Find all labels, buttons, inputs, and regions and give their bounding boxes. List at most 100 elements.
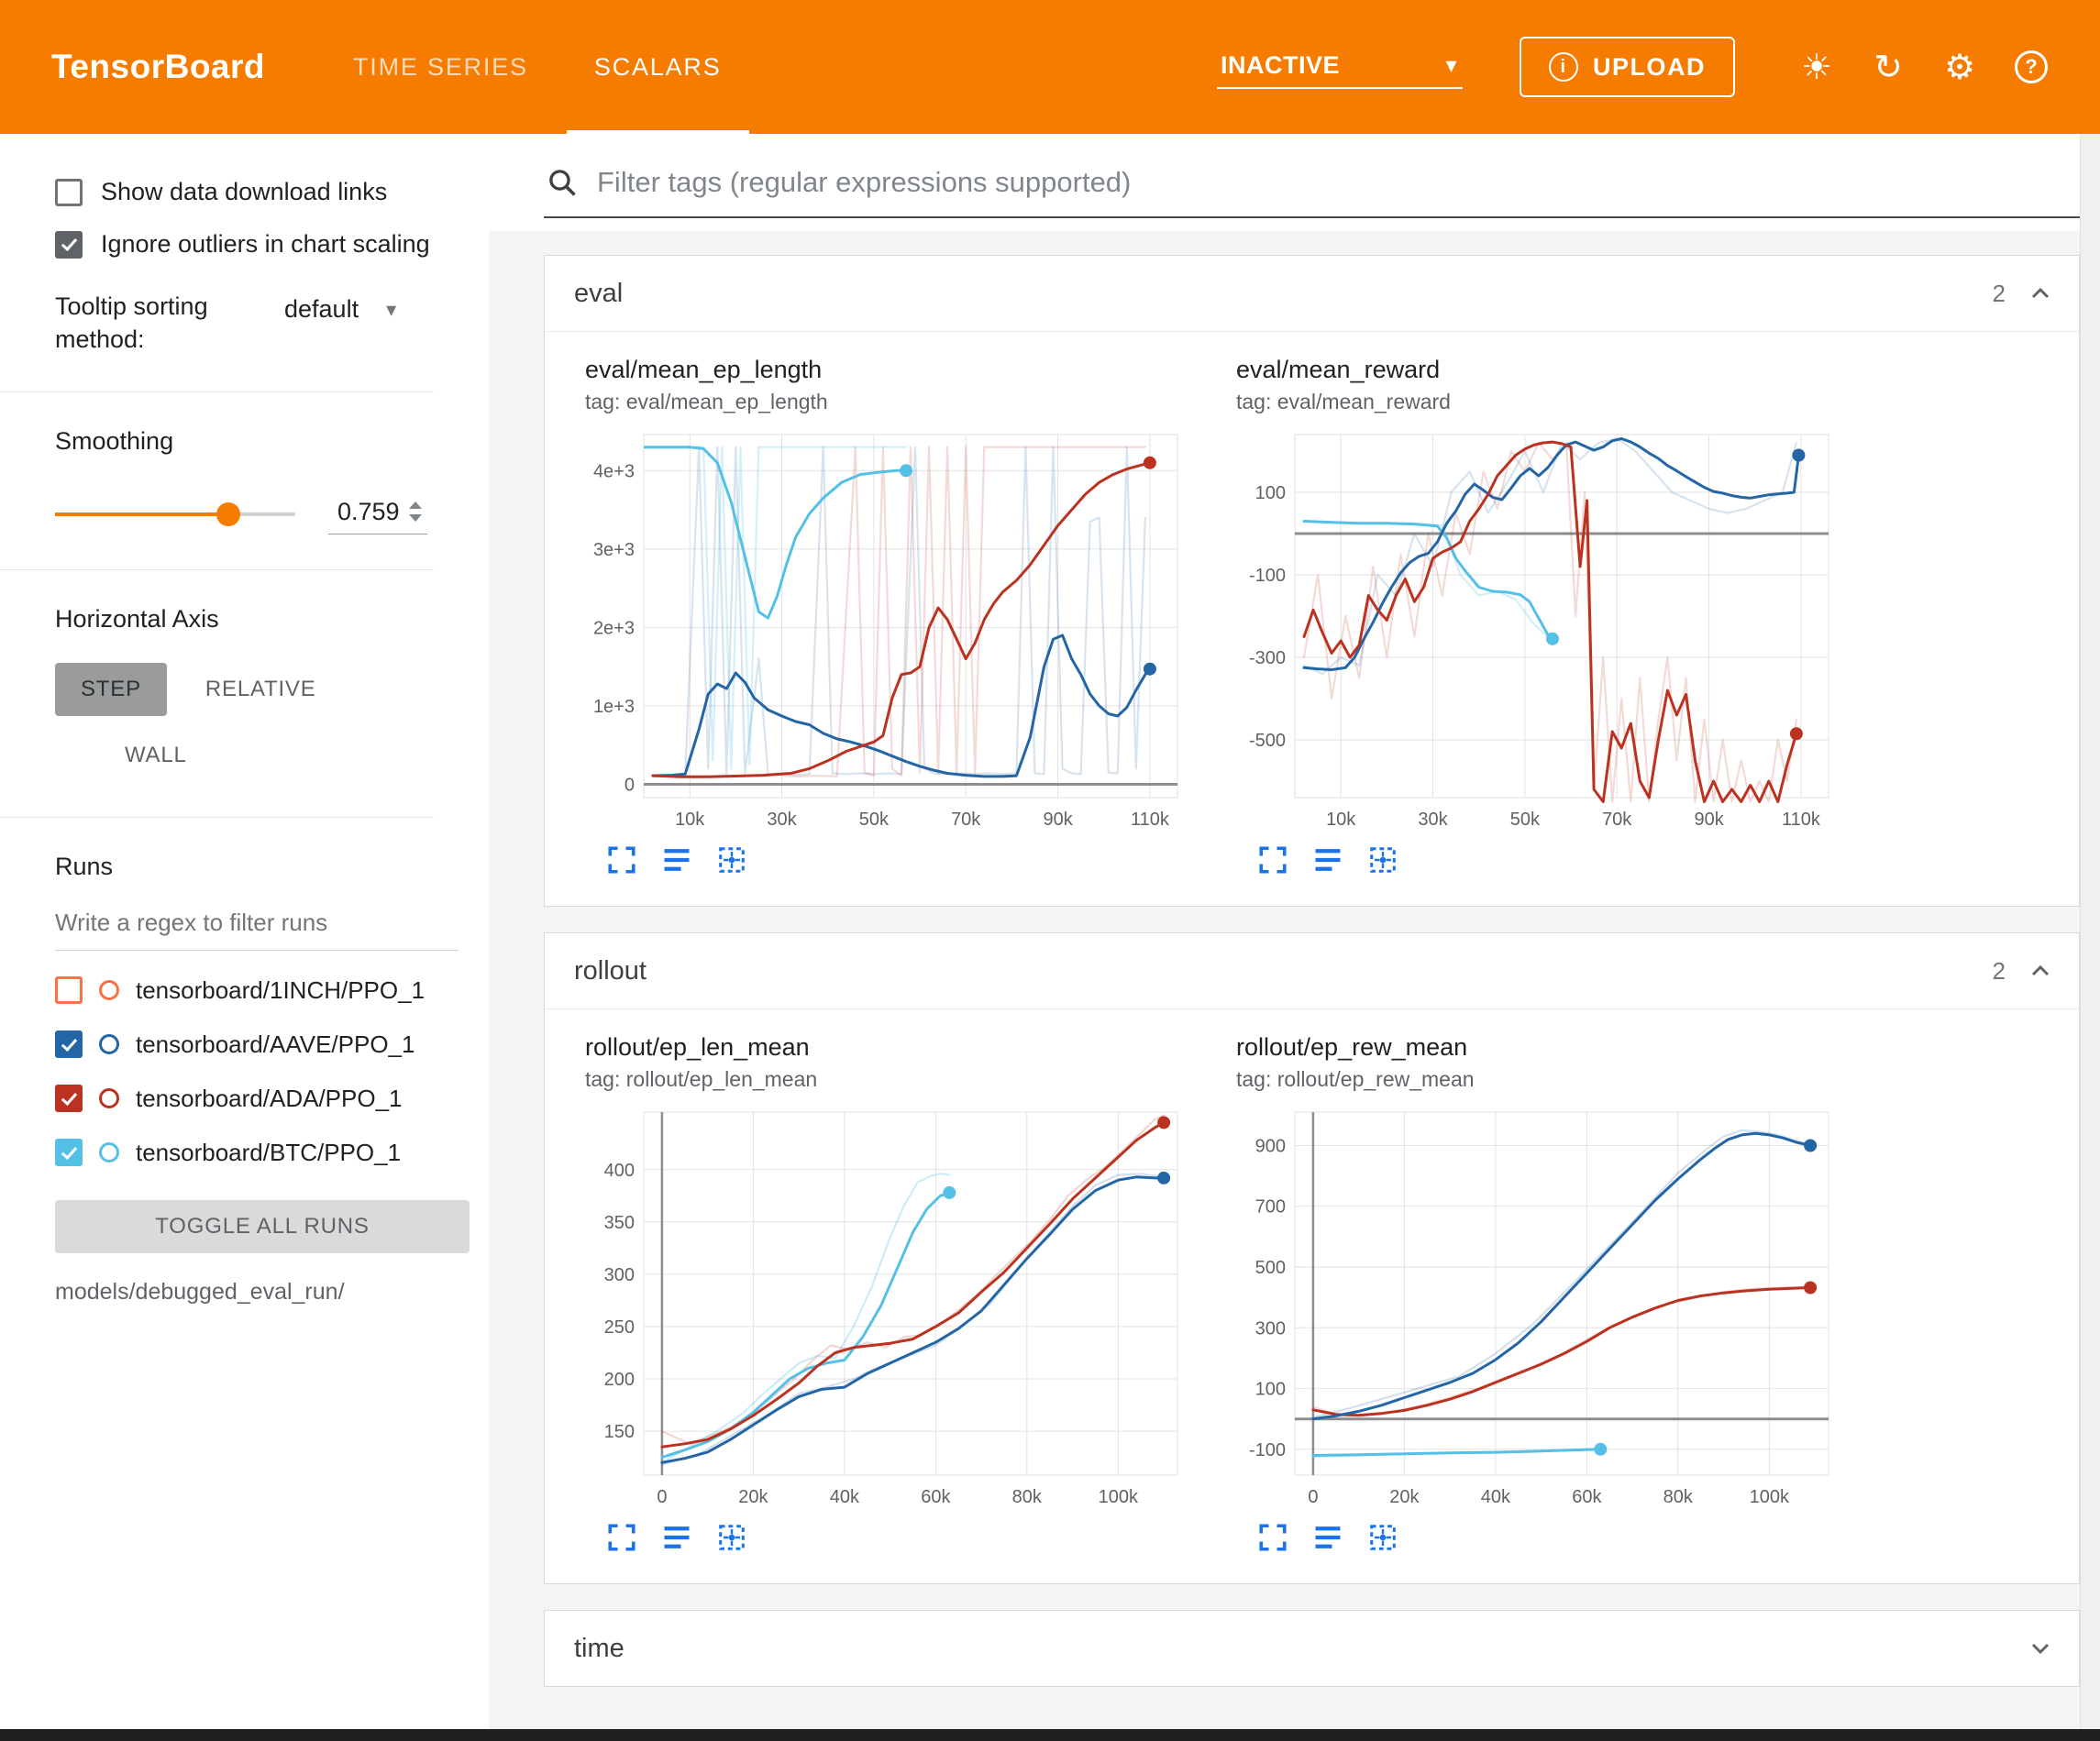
- section-title: time: [574, 1633, 624, 1663]
- tooltip-sorting-select[interactable]: default ▾: [284, 290, 396, 329]
- info-icon: i: [1549, 52, 1578, 82]
- svg-text:300: 300: [604, 1265, 635, 1285]
- ignore-outliers-checkbox[interactable]: Ignore outliers in chart scaling: [55, 230, 489, 259]
- section-card-time: time: [544, 1610, 2080, 1687]
- svg-text:20k: 20k: [738, 1487, 768, 1507]
- checkbox-checked-icon: [55, 230, 83, 259]
- chevron-up-icon[interactable]: [2026, 279, 2055, 308]
- chart-card-rollout-ep-len-mean: rollout/ep_len_mean tag: rollout/ep_len_m…: [556, 1033, 1207, 1554]
- svg-text:70k: 70k: [951, 810, 981, 830]
- svg-text:110k: 110k: [1782, 810, 1821, 830]
- fit-domain-icon[interactable]: [1366, 843, 1399, 876]
- status-label: INACTIVE: [1221, 50, 1341, 79]
- help-button[interactable]: ?: [1995, 31, 2067, 103]
- section-header-eval[interactable]: eval 2: [545, 256, 2079, 331]
- run-row[interactable]: tensorboard/ADA/PPO_1: [55, 1085, 489, 1113]
- svg-text:70k: 70k: [1602, 810, 1632, 830]
- charts-row-eval: eval/mean_ep_length tag: eval/mean_ep_len…: [545, 331, 2079, 906]
- data-table-icon[interactable]: [660, 843, 693, 876]
- line-chart[interactable]: 10k 30k 50k 70k 90k 110k 0 1e+3 2e+3 3e+3 4e+3: [585, 424, 1190, 836]
- run-checkbox-checked-icon[interactable]: [55, 1085, 83, 1113]
- run-label: tensorboard/1INCH/PPO_1: [136, 975, 426, 1004]
- chart-card-eval-mean-reward: eval/mean_reward tag: eval/mean_reward 10k…: [1207, 356, 1858, 876]
- run-checkbox-unchecked-icon[interactable]: [55, 976, 83, 1005]
- smoothing-slider[interactable]: [55, 501, 295, 526]
- svg-text:100k: 100k: [1750, 1487, 1790, 1507]
- run-checkbox-checked-icon[interactable]: [55, 1030, 83, 1059]
- sidebar: Show data download links Ignore outliers…: [0, 134, 489, 1729]
- tab-scalars[interactable]: SCALARS: [561, 0, 755, 134]
- svg-text:900: 900: [1255, 1137, 1286, 1157]
- line-chart[interactable]: 0 20k 40k 60k 80k 100k -100 100 300 500 700 900: [1236, 1101, 1841, 1514]
- line-chart[interactable]: 0 20k 40k 60k 80k 100k 150 200 250 300 350 400: [585, 1101, 1190, 1514]
- svg-text:150: 150: [604, 1422, 635, 1442]
- chevron-up-icon[interactable]: [2026, 956, 2055, 986]
- tab-time-series[interactable]: TIME SERIES: [353, 52, 528, 81]
- run-checkbox-checked-icon[interactable]: [55, 1139, 83, 1167]
- section-title: rollout: [574, 955, 647, 986]
- axis-relative-button[interactable]: RELATIVE: [204, 676, 316, 701]
- tooltip-sorting-label: Tooltip sorting method:: [55, 292, 208, 354]
- data-table-icon[interactable]: [660, 1521, 693, 1554]
- runs-list: tensorboard/1INCH/PPO_1 tensorboard/AAVE/…: [55, 976, 489, 1167]
- checkbox-unchecked-icon: [55, 178, 83, 206]
- dropdown-caret-icon: ▾: [386, 297, 397, 321]
- svg-text:500: 500: [1255, 1258, 1286, 1278]
- run-row[interactable]: tensorboard/AAVE/PPO_1: [55, 1030, 489, 1059]
- data-table-icon[interactable]: [1311, 843, 1344, 876]
- tag-filter-input[interactable]: Filter tags (regular expressions support…: [489, 134, 2080, 231]
- section-card-rollout: rollout 2 rollout/ep_len_mean tag: rollou…: [544, 932, 2080, 1584]
- axis-wall-button[interactable]: WALL: [125, 742, 187, 767]
- section-count: 2: [1992, 279, 2006, 307]
- upload-label: UPLOAD: [1593, 52, 1706, 81]
- chart-toolbar: [1256, 1521, 1858, 1554]
- fullscreen-icon[interactable]: [1256, 843, 1289, 876]
- brightness-toggle-button[interactable]: ☀: [1781, 31, 1852, 103]
- chart-card-rollout-ep-rew-mean: rollout/ep_rew_mean tag: rollout/ep_rew_m…: [1207, 1033, 1858, 1554]
- svg-text:20k: 20k: [1389, 1487, 1420, 1507]
- status-dropdown[interactable]: INACTIVE ▾: [1217, 46, 1463, 89]
- section-cards: eval 2 eval/mean_ep_length tag: eval/mean…: [489, 231, 2080, 1687]
- runs-filter-input[interactable]: Write a regex to filter runs: [55, 909, 459, 951]
- horizontal-axis-label: Horizontal Axis: [55, 604, 219, 633]
- show-download-links-checkbox[interactable]: Show data download links: [55, 178, 489, 206]
- svg-text:100: 100: [1255, 1380, 1286, 1400]
- run-row[interactable]: tensorboard/1INCH/PPO_1: [55, 976, 489, 1005]
- svg-text:200: 200: [604, 1370, 635, 1390]
- header-tabs: TIME SERIES SCALARS: [320, 0, 755, 134]
- scrollbar[interactable]: [2080, 134, 2100, 1729]
- chevron-down-icon[interactable]: [2026, 1634, 2055, 1663]
- axis-step-button[interactable]: STEP: [55, 662, 167, 716]
- data-table-icon[interactable]: [1311, 1521, 1344, 1554]
- toggle-all-runs-button[interactable]: TOGGLE ALL RUNS: [55, 1199, 470, 1253]
- stepper-arrows-icon[interactable]: [408, 501, 422, 523]
- settings-button[interactable]: ⚙: [1924, 31, 1995, 103]
- fullscreen-icon[interactable]: [605, 843, 638, 876]
- refresh-button[interactable]: ↻: [1852, 31, 1924, 103]
- svg-text:400: 400: [604, 1161, 635, 1181]
- svg-text:40k: 40k: [830, 1487, 860, 1507]
- tooltip-sorting-row: Tooltip sorting method: default ▾: [55, 290, 489, 357]
- svg-text:90k: 90k: [1694, 810, 1724, 830]
- svg-text:100: 100: [1255, 483, 1286, 503]
- slider-knob[interactable]: [216, 501, 240, 526]
- upload-button[interactable]: i UPLOAD: [1520, 37, 1735, 97]
- section-header-time[interactable]: time: [545, 1611, 2079, 1686]
- svg-text:-100: -100: [1249, 1440, 1286, 1460]
- input-underline: [544, 216, 2080, 218]
- run-color-circle-icon: [99, 1034, 119, 1055]
- fit-domain-icon[interactable]: [715, 1521, 748, 1554]
- chart-title: eval/mean_reward: [1236, 356, 1441, 383]
- svg-text:0: 0: [657, 1487, 667, 1507]
- tag-filter-placeholder: Filter tags (regular expressions support…: [597, 166, 1132, 198]
- fit-domain-icon[interactable]: [1366, 1521, 1399, 1554]
- line-chart[interactable]: 10k 30k 50k 70k 90k 110k 100 -100 -300 -500: [1236, 424, 1841, 836]
- section-header-rollout[interactable]: rollout 2: [545, 933, 2079, 1008]
- charts-row-rollout: rollout/ep_len_mean tag: rollout/ep_len_m…: [545, 1008, 2079, 1583]
- run-row[interactable]: tensorboard/BTC/PPO_1: [55, 1139, 489, 1167]
- fullscreen-icon[interactable]: [1256, 1521, 1289, 1554]
- smoothing-value-input[interactable]: 0.759: [328, 494, 427, 534]
- fit-domain-icon[interactable]: [715, 843, 748, 876]
- run-color-circle-icon: [99, 1142, 119, 1163]
- fullscreen-icon[interactable]: [605, 1521, 638, 1554]
